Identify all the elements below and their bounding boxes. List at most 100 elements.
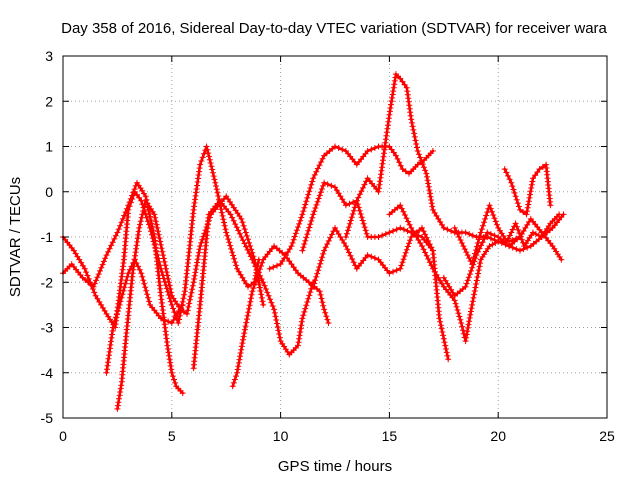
data-point bbox=[245, 236, 251, 243]
data-point bbox=[428, 262, 435, 269]
data-point bbox=[426, 187, 433, 194]
data-point bbox=[274, 320, 280, 327]
data-point bbox=[207, 160, 214, 166]
data-point bbox=[437, 318, 444, 325]
data-point bbox=[462, 338, 469, 345]
data-point bbox=[316, 264, 323, 270]
data-point bbox=[324, 181, 331, 188]
data-point bbox=[316, 288, 323, 295]
data-point bbox=[467, 308, 474, 315]
data-point bbox=[122, 209, 129, 216]
data-point bbox=[470, 257, 477, 264]
data-point bbox=[528, 185, 535, 191]
data-point bbox=[113, 311, 120, 318]
data-point bbox=[215, 193, 222, 199]
data-point bbox=[466, 255, 473, 262]
data-point bbox=[308, 181, 315, 188]
data-point bbox=[313, 168, 320, 175]
data-point bbox=[255, 269, 262, 276]
data-point bbox=[170, 317, 177, 323]
data-point bbox=[162, 262, 169, 269]
data-point bbox=[123, 277, 130, 284]
data-point bbox=[171, 376, 177, 383]
data-point bbox=[228, 245, 235, 252]
data-point bbox=[316, 192, 323, 199]
data-point bbox=[361, 224, 368, 231]
data-point bbox=[295, 224, 301, 230]
data-point bbox=[345, 224, 352, 231]
data-point bbox=[460, 330, 467, 337]
data-point bbox=[310, 283, 317, 290]
data-point bbox=[254, 272, 261, 279]
data-point bbox=[181, 291, 188, 298]
data-point bbox=[290, 236, 297, 243]
data-point bbox=[442, 277, 449, 284]
data-point bbox=[525, 198, 532, 205]
data-point bbox=[425, 180, 432, 187]
data-point bbox=[256, 266, 263, 273]
data-point bbox=[422, 231, 429, 238]
data-point bbox=[437, 322, 444, 329]
data-point bbox=[106, 245, 113, 252]
data-point bbox=[271, 306, 278, 313]
data-point bbox=[390, 228, 396, 234]
data-point bbox=[243, 243, 250, 250]
data-point bbox=[371, 255, 378, 262]
data-point bbox=[98, 264, 105, 271]
data-point bbox=[256, 281, 263, 287]
data-point bbox=[302, 237, 309, 244]
data-point bbox=[252, 278, 259, 285]
data-point bbox=[137, 218, 144, 225]
data-point bbox=[233, 262, 240, 269]
data-point bbox=[244, 246, 251, 253]
data-point bbox=[469, 261, 476, 268]
data-point bbox=[532, 172, 539, 179]
data-point bbox=[158, 245, 165, 252]
data-point bbox=[509, 244, 516, 251]
data-point bbox=[491, 232, 498, 239]
data-point bbox=[457, 237, 464, 243]
data-point bbox=[139, 273, 146, 280]
data-point bbox=[118, 294, 125, 301]
data-point bbox=[349, 256, 356, 262]
data-point bbox=[161, 317, 168, 323]
data-point bbox=[339, 146, 346, 153]
data-point bbox=[424, 173, 430, 180]
data-point bbox=[111, 318, 118, 324]
data-point bbox=[429, 148, 436, 154]
data-point bbox=[247, 243, 254, 249]
data-point bbox=[463, 331, 470, 338]
data-point bbox=[306, 292, 313, 299]
data-point bbox=[472, 250, 478, 257]
data-point bbox=[238, 215, 245, 222]
data-point bbox=[477, 260, 484, 267]
data-point bbox=[241, 326, 248, 333]
data-point bbox=[172, 379, 179, 386]
data-point bbox=[382, 231, 389, 237]
series-sat-m bbox=[501, 161, 554, 218]
data-point bbox=[299, 315, 306, 322]
data-point bbox=[180, 308, 187, 315]
data-point bbox=[515, 226, 522, 233]
data-point bbox=[505, 235, 512, 242]
data-point bbox=[111, 321, 117, 328]
data-point bbox=[129, 192, 135, 199]
data-point bbox=[185, 303, 192, 310]
data-point bbox=[195, 252, 202, 259]
data-point bbox=[227, 242, 234, 249]
data-point bbox=[342, 234, 349, 240]
data-point bbox=[318, 159, 324, 165]
data-point bbox=[232, 259, 239, 266]
data-point bbox=[466, 315, 473, 321]
data-point bbox=[116, 301, 123, 308]
data-point bbox=[494, 221, 500, 228]
data-point bbox=[275, 327, 282, 334]
data-point bbox=[315, 267, 322, 274]
data-point bbox=[220, 216, 227, 223]
data-point bbox=[358, 214, 365, 221]
data-point bbox=[192, 266, 199, 273]
data-point bbox=[509, 226, 516, 233]
data-point bbox=[130, 189, 137, 196]
data-point bbox=[481, 219, 488, 226]
